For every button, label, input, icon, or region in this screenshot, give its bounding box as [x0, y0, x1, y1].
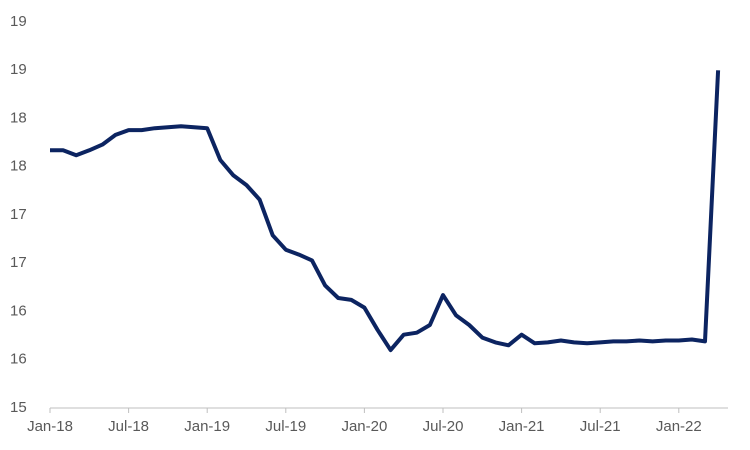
y-tick-label: 19 [10, 13, 27, 30]
x-tick-label: Jul-19 [265, 418, 306, 435]
y-tick-label: 18 [10, 109, 27, 126]
x-tick-label: Jan-19 [184, 418, 230, 435]
x-tick-label: Jan-18 [27, 418, 73, 435]
x-tick-label: Jan-20 [341, 418, 387, 435]
x-tick-label: Jul-18 [108, 418, 149, 435]
x-tick-label: Jul-20 [423, 418, 464, 435]
x-tick-label: Jul-21 [580, 418, 621, 435]
line [50, 70, 721, 353]
x-tick-label: Jan-21 [499, 418, 545, 435]
y-tick-label: 17 [10, 206, 27, 223]
y-tick-label: 19 [10, 61, 27, 78]
y-tick-label: 16 [10, 351, 27, 368]
y-tick-label: 18 [10, 158, 27, 175]
y-tick-label: 17 [10, 254, 27, 271]
x-tick-label: Jan-22 [656, 418, 702, 435]
y-tick-label: 16 [10, 302, 27, 319]
y-tick-label: 15 [10, 399, 27, 416]
